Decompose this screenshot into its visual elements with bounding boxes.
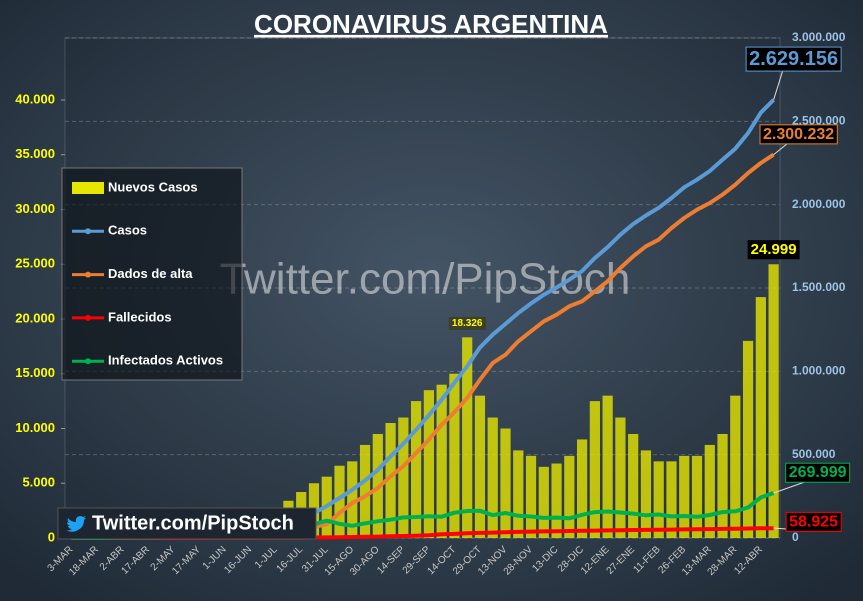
bar: [589, 401, 600, 538]
label-leader: [773, 480, 808, 494]
legend-marker: [85, 271, 91, 278]
y2-tick-label: 1.500.000: [792, 280, 846, 294]
y-tick-label: 40.000: [15, 91, 55, 106]
bar: [487, 417, 498, 538]
bar: [704, 444, 715, 538]
data-label: 58.925: [789, 513, 838, 530]
y-tick-label: 15.000: [15, 365, 55, 380]
bar: [474, 395, 486, 538]
bar: [666, 461, 677, 538]
label-box: [759, 124, 838, 145]
y2-tick-label: 500.000: [792, 447, 836, 461]
data-label: 2.629.156: [749, 48, 838, 70]
bar: [462, 337, 473, 538]
legend-swatch: [72, 182, 104, 194]
legend-label: Nuevos Casos: [108, 179, 198, 194]
legend-label: Infectados Activos: [108, 353, 223, 368]
bar: [628, 433, 639, 538]
y-tick-label: 30.000: [15, 201, 55, 216]
bar: [679, 455, 690, 538]
watermark: Twitter.com/PipStoch: [220, 255, 631, 304]
bar: [551, 463, 562, 538]
y2-tick-label: 3.000.000: [792, 30, 846, 44]
bar: [385, 423, 396, 538]
bar: [615, 417, 626, 538]
bar: [564, 455, 575, 538]
legend-label: Casos: [108, 223, 147, 238]
label-leader: [773, 142, 789, 156]
bar: [513, 450, 524, 538]
bar: [500, 428, 511, 538]
bar: [411, 401, 422, 538]
legend-marker: [85, 228, 91, 235]
data-label: 18.326: [452, 318, 483, 329]
legend-label: Dados de alta: [108, 266, 193, 281]
badge-text: Twitter.com/PipStoch: [92, 512, 294, 534]
bar: [653, 461, 664, 538]
y2-tick-label: 1.000.000: [792, 364, 846, 378]
badge-box: [57, 507, 317, 540]
bar: [602, 395, 613, 538]
legend: Nuevos Casos Casos Dados de alta Fallecidos…: [72, 179, 223, 368]
bar: [538, 466, 549, 538]
bar: [525, 455, 537, 538]
bar: [576, 439, 588, 538]
label-leader: [773, 67, 785, 100]
y-tick-label: 20.000: [15, 310, 55, 325]
bar: [449, 373, 460, 538]
label-box: [745, 46, 842, 72]
label-box: [448, 316, 486, 330]
twitter-icon: [66, 516, 86, 532]
label-box: [785, 511, 842, 532]
bar: [742, 340, 754, 538]
bar: [640, 450, 652, 538]
label-box: [747, 240, 800, 260]
y-tick-label: 10.000: [15, 420, 55, 435]
y-tick-label: 0: [48, 529, 55, 544]
bar: [423, 390, 434, 538]
bar: [347, 461, 358, 538]
y2-tick-label: 0: [792, 530, 799, 544]
y2-tick-label: 2.500.000: [792, 114, 846, 128]
bar: [359, 444, 371, 538]
y2-tick-label: 2.000.000: [792, 197, 846, 211]
bar: [755, 297, 766, 538]
bar: [691, 455, 703, 538]
bar: [730, 395, 741, 538]
legend-marker: [85, 314, 91, 321]
y-tick-label: 5.000: [22, 475, 55, 490]
y-tick-label: 35.000: [15, 146, 55, 161]
bar: [334, 465, 345, 538]
legend-label: Fallecidos: [108, 309, 172, 324]
legend-marker: [85, 358, 91, 365]
data-label: 269.999: [789, 464, 847, 481]
bar: [398, 417, 409, 538]
chart-title: CORONAVIRUS ARGENTINA: [254, 9, 608, 39]
y-tick-label: 25.000: [15, 256, 55, 271]
data-label: 24.999: [751, 241, 797, 258]
bar: [768, 264, 779, 538]
bar: [436, 384, 447, 538]
data-label: 2.300.232: [763, 126, 834, 143]
bar: [717, 433, 728, 538]
label-box: [785, 462, 851, 483]
